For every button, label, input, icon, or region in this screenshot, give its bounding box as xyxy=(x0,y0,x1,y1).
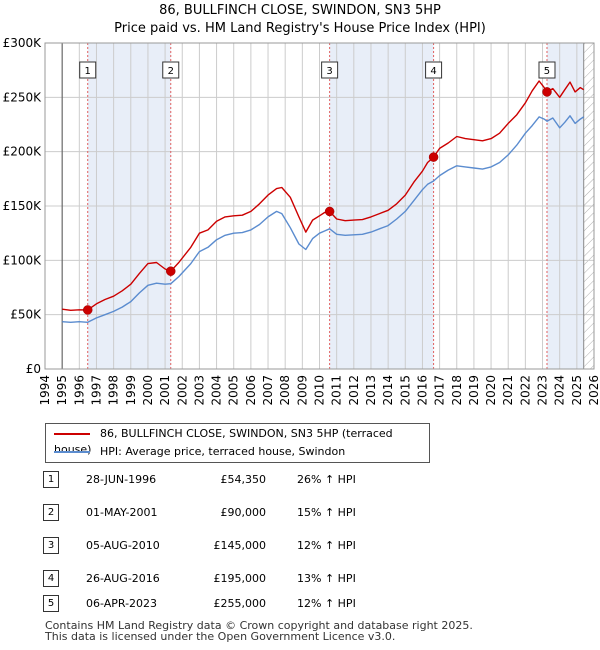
x-tick-label: 2016 xyxy=(415,375,429,406)
row-date: 28-JUN-1996 xyxy=(86,473,157,486)
table-row: 1 28-JUN-1996 £54,350 26% ↑ HPI xyxy=(0,470,600,490)
row-number: 1 xyxy=(43,471,59,488)
y-tick-label: £200K xyxy=(3,145,43,159)
x-tick-label: 2023 xyxy=(536,375,550,406)
x-tick-label: 2007 xyxy=(261,375,275,406)
sale-label-box xyxy=(425,61,443,79)
x-tick-label: 2011 xyxy=(330,375,344,406)
hpi-line xyxy=(62,115,585,323)
x-tick-label: 1997 xyxy=(89,375,103,406)
x-tick-label: 2002 xyxy=(175,375,189,406)
x-tick-label: 2018 xyxy=(450,375,464,406)
y-tick-label: £100K xyxy=(3,253,43,267)
footer: Contains HM Land Registry data © Crown c… xyxy=(45,620,473,642)
legend: 86, BULLFINCH CLOSE, SWINDON, SN3 5HP (t… xyxy=(45,423,430,463)
y-tick-label: £250K xyxy=(3,90,43,104)
x-tick-label: 2019 xyxy=(467,375,481,406)
row-hpi: 12% ↑ HPI xyxy=(297,539,356,552)
row-price: £90,000 xyxy=(220,506,267,519)
sale-label-box xyxy=(321,61,339,79)
row-hpi: 13% ↑ HPI xyxy=(297,572,356,585)
x-tick-label: 1998 xyxy=(107,375,121,406)
x-tick-label: 2017 xyxy=(433,375,447,406)
x-tick-label: 2003 xyxy=(192,375,206,406)
x-tick-label: 2013 xyxy=(364,375,378,406)
footer-copyright: Contains HM Land Registry data © Crown c… xyxy=(45,619,473,632)
x-tick-label: 2005 xyxy=(227,375,241,406)
row-number: 5 xyxy=(43,595,59,612)
x-tick-label: 2026 xyxy=(587,375,600,406)
y-tick-label: £150K xyxy=(3,199,43,213)
sale-label-box xyxy=(538,61,556,79)
chart-title: 86, BULLFINCH CLOSE, SWINDON, SN3 5HP xyxy=(159,3,441,18)
row-date: 26-AUG-2016 xyxy=(86,572,160,585)
y-tick-label: £50K xyxy=(10,308,42,322)
x-tick-label: 2008 xyxy=(278,375,292,406)
sale-label: 3 xyxy=(326,66,332,77)
sale-label: 2 xyxy=(168,66,174,77)
x-tick-label: 1999 xyxy=(124,375,138,406)
table-row: 5 06-APR-2023 £255,000 12% ↑ HPI xyxy=(0,594,600,614)
row-number: 3 xyxy=(43,537,59,554)
row-date: 05-AUG-2010 xyxy=(86,539,160,552)
x-tick-label: 2001 xyxy=(158,375,172,406)
row-number: 2 xyxy=(43,504,59,521)
sale-marker xyxy=(324,206,335,217)
plot-frame xyxy=(44,42,595,370)
x-tick-label: 2006 xyxy=(244,375,258,406)
sale-label: 4 xyxy=(430,66,436,77)
sale-label-box xyxy=(162,61,180,79)
y-tick-label: £0 xyxy=(26,362,41,376)
sale-label: 5 xyxy=(544,66,550,77)
row-hpi: 12% ↑ HPI xyxy=(297,597,356,610)
x-tick-label: 2022 xyxy=(518,375,532,406)
row-price: £195,000 xyxy=(213,572,267,585)
footer-license: This data is licensed under the Open Gov… xyxy=(45,630,396,643)
sale-marker xyxy=(428,152,439,162)
row-number: 4 xyxy=(43,570,59,587)
row-price: £255,000 xyxy=(213,597,267,610)
sale-label: 1 xyxy=(85,66,91,77)
sale-marker xyxy=(542,87,552,97)
x-tick-label: 2014 xyxy=(381,375,395,406)
y-tick-label: £300K xyxy=(3,36,43,50)
x-tick-label: 2009 xyxy=(295,375,309,406)
table-row: 3 05-AUG-2010 £145,000 12% ↑ HPI xyxy=(0,536,600,556)
x-tick-label: 2020 xyxy=(484,375,498,406)
row-date: 06-APR-2023 xyxy=(86,597,158,610)
sale-marker xyxy=(82,305,93,315)
x-tick-label: 2004 xyxy=(210,375,224,406)
x-tick-label: 1994 xyxy=(38,375,52,406)
x-tick-label: 2021 xyxy=(501,375,515,406)
x-tick-label: 2012 xyxy=(347,375,361,406)
x-tick-label: 1996 xyxy=(72,375,86,406)
chart-subtitle: Price paid vs. HM Land Registry's House … xyxy=(114,21,486,36)
row-price: £145,000 xyxy=(213,539,267,552)
legend-hpi-label: HPI: Average price, terraced house, Swin… xyxy=(100,445,346,458)
x-tick-label: 2000 xyxy=(141,375,155,406)
row-price: £54,350 xyxy=(220,473,267,486)
legend-property-swatch xyxy=(54,433,90,435)
legend-property: 86, BULLFINCH CLOSE, SWINDON, SN3 5HP (t… xyxy=(54,426,429,456)
x-tick-label: 2024 xyxy=(553,375,567,406)
table-row: 4 26-AUG-2016 £195,000 13% ↑ HPI xyxy=(0,569,600,589)
sale-marker xyxy=(166,266,176,276)
row-hpi: 15% ↑ HPI xyxy=(297,506,356,519)
x-tick-label: 1995 xyxy=(55,375,69,406)
row-date: 01-MAY-2001 xyxy=(86,506,158,519)
x-tick-label: 2025 xyxy=(570,375,584,406)
x-tick-label: 2010 xyxy=(313,375,327,406)
x-tick-label: 2015 xyxy=(398,375,412,406)
sale-label-box xyxy=(79,61,97,79)
price-chart: 1 2 3 4 5 £0 £50K £100K £150K £200K £250K £300K 199… xyxy=(3,36,600,406)
legend-hpi: HPI: Average price, terraced house, Swin… xyxy=(54,444,345,460)
table-row: 2 01-MAY-2001 £90,000 15% ↑ HPI xyxy=(0,503,600,523)
legend-hpi-swatch xyxy=(54,451,90,453)
property-price-line xyxy=(62,80,585,311)
row-hpi: 26% ↑ HPI xyxy=(297,473,356,486)
